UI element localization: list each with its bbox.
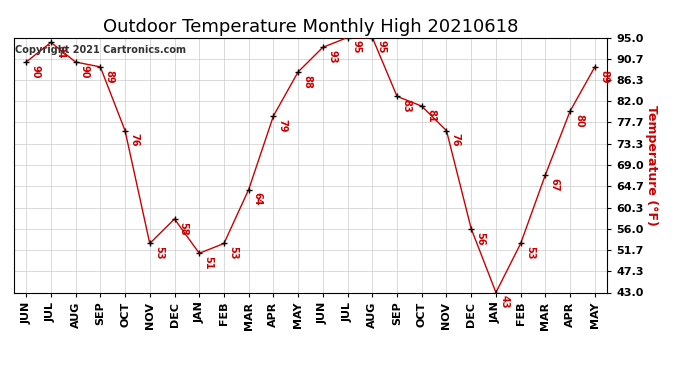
Text: Copyright 2021 Cartronics.com: Copyright 2021 Cartronics.com <box>15 45 186 55</box>
Text: 93: 93 <box>327 50 337 64</box>
Text: 67: 67 <box>549 178 560 191</box>
Text: 94: 94 <box>55 45 65 58</box>
Text: 53: 53 <box>525 246 535 260</box>
Text: 88: 88 <box>302 75 313 88</box>
Text: 95: 95 <box>377 40 386 54</box>
Text: 51: 51 <box>204 256 213 270</box>
Text: 58: 58 <box>179 222 188 236</box>
Text: 76: 76 <box>129 134 139 147</box>
Text: 76: 76 <box>451 134 461 147</box>
Text: 81: 81 <box>426 109 436 123</box>
Text: 89: 89 <box>104 70 115 83</box>
Text: 56: 56 <box>475 231 485 245</box>
Text: 89: 89 <box>599 70 609 83</box>
Text: 95: 95 <box>352 40 362 54</box>
Text: 90: 90 <box>80 65 90 78</box>
Text: 53: 53 <box>228 246 238 260</box>
Text: 79: 79 <box>277 119 288 132</box>
Text: 90: 90 <box>30 65 40 78</box>
Title: Outdoor Temperature Monthly High 20210618: Outdoor Temperature Monthly High 2021061… <box>103 18 518 36</box>
Text: 83: 83 <box>401 99 411 113</box>
Text: 80: 80 <box>574 114 584 128</box>
Text: 53: 53 <box>154 246 164 260</box>
Y-axis label: Temperature (°F): Temperature (°F) <box>645 105 658 225</box>
Text: 64: 64 <box>253 192 263 206</box>
Text: 43: 43 <box>500 295 510 309</box>
